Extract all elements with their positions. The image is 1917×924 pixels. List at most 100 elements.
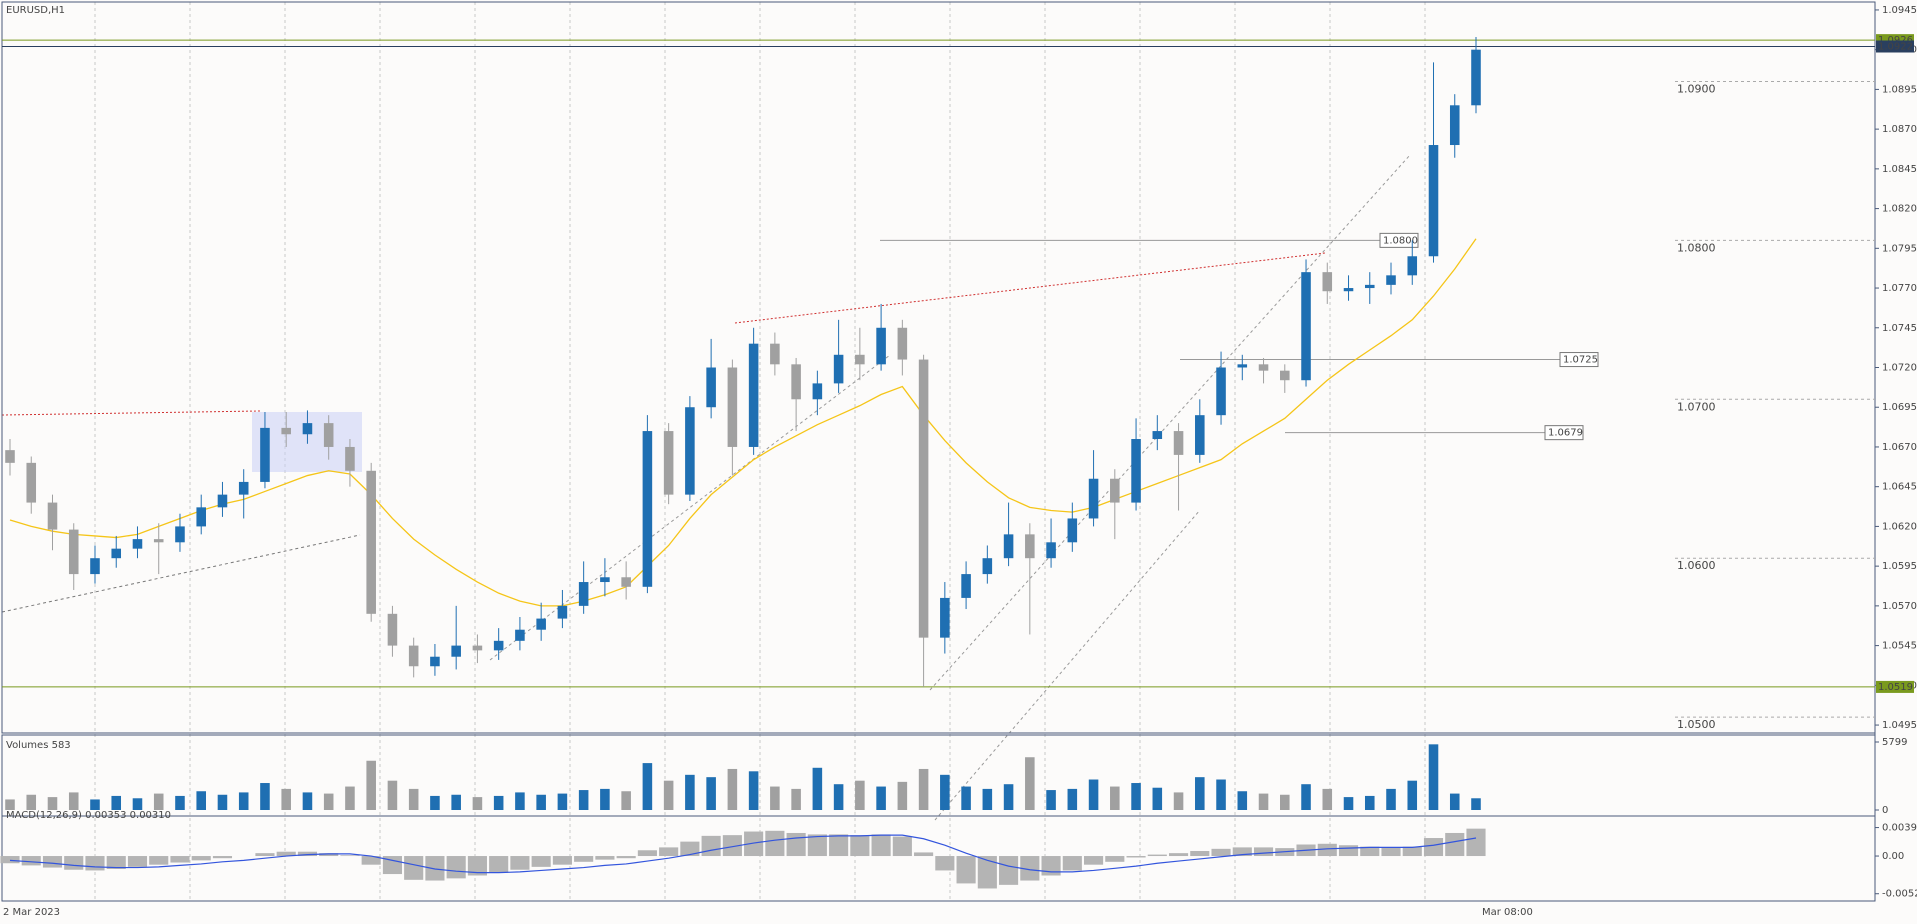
macd-bar (297, 851, 318, 857)
candle-body (940, 597, 950, 638)
level-tag-label: 1.0922 (1878, 41, 1913, 52)
macd-bar (552, 856, 572, 865)
macd-bar (680, 841, 700, 857)
volume-bar (366, 760, 376, 810)
macd-bar (404, 856, 424, 880)
candle-body (1449, 105, 1460, 146)
candle-body (1343, 288, 1354, 292)
candle-body (1025, 534, 1035, 559)
volume-bar (1428, 744, 1439, 810)
channel-line (934, 509, 1201, 821)
volume-bar (153, 793, 164, 810)
y-tick-label: 1.0770 (1882, 283, 1917, 294)
macd-bar (977, 856, 997, 889)
volume-bar (876, 786, 886, 810)
candle-body (855, 354, 865, 365)
y-tick-label: -0.00523 (1882, 889, 1917, 900)
candle-body (175, 526, 185, 543)
y-tick-label: 1.0495 (1882, 720, 1917, 731)
macd-bar (1168, 853, 1189, 857)
candle-body (1131, 439, 1141, 503)
candle-body (982, 558, 993, 575)
macd-bar (382, 856, 402, 875)
candle-body (1067, 518, 1078, 543)
candle-body (302, 423, 313, 435)
price-label-box (1559, 352, 1599, 368)
volume-bar (855, 780, 865, 810)
volume-bar (26, 794, 37, 810)
y-tick-label: 1.0795 (1882, 243, 1917, 254)
macd-bar (191, 856, 211, 861)
volume-bar (1216, 779, 1226, 810)
macd-bar (149, 856, 169, 865)
candle-body (536, 618, 546, 630)
candle-body (260, 427, 270, 482)
volume-bar (387, 780, 398, 810)
volume-bar (196, 791, 206, 810)
candle-body (1003, 534, 1014, 559)
macd-bar (722, 835, 742, 857)
volume-bar (1386, 788, 1396, 810)
candle-body (323, 423, 334, 447)
volume-bar (706, 777, 716, 810)
volume-bar (175, 795, 185, 810)
trend-line (1, 410, 261, 416)
macd-bar (1466, 828, 1486, 857)
volume-bar (663, 780, 674, 810)
macd-bar (659, 847, 679, 857)
volume-bar (1003, 784, 1014, 810)
level-tag-label: 1.0519 (1878, 682, 1913, 693)
candle-body (1216, 367, 1226, 416)
y-tick-label: 1.0745 (1882, 323, 1917, 334)
candle-body (812, 383, 823, 400)
round-level-label: 1.0900 (1677, 82, 1716, 95)
candle-body (1088, 478, 1099, 519)
volume-bar (1152, 787, 1163, 810)
macd-bar (616, 856, 636, 859)
macd-bar (850, 835, 870, 857)
candle-body (600, 577, 610, 583)
macd-bar (935, 856, 955, 871)
level-tag (1876, 680, 1914, 693)
macd-bar (1317, 843, 1337, 857)
candle-body (918, 359, 929, 638)
macd-bar (127, 856, 148, 867)
y-tick-label: 1.0670 (1882, 442, 1917, 453)
volume-bar (302, 792, 313, 810)
volume-bar (1173, 792, 1184, 810)
macd-bar (21, 856, 41, 866)
candle-body (748, 343, 759, 447)
macd-bar (829, 834, 849, 857)
candle-body (791, 364, 801, 400)
candle-body (90, 558, 100, 575)
y-tick-label: 0.00 (1882, 851, 1904, 862)
candle-body (961, 574, 971, 598)
macd-bar (1423, 838, 1444, 857)
volume-bar (1258, 793, 1269, 810)
y-tick-label: 1.0645 (1882, 482, 1917, 493)
round-level-label: 1.0600 (1677, 559, 1716, 572)
y-tick-label: 5799 (1882, 737, 1907, 748)
panel-title: Volumes 583 (6, 740, 71, 751)
volume-bar (918, 768, 929, 810)
macd-bar (212, 856, 233, 859)
macd-bar (85, 856, 105, 871)
candle-body (408, 645, 419, 667)
y-tick-label: 1.0570 (1882, 601, 1917, 612)
price-label: 1.0800 (1383, 235, 1418, 246)
volume-bar (345, 786, 355, 810)
volume-bar (600, 788, 610, 810)
volume-bar (1280, 794, 1290, 810)
y-tick-label: 1.0545 (1882, 641, 1917, 652)
price-label: 1.0725 (1563, 355, 1598, 366)
macd-bar (1381, 847, 1401, 857)
volume-bar (1195, 777, 1205, 810)
candle-body (68, 529, 79, 575)
price-label: 1.0679 (1548, 428, 1583, 439)
candle-body (897, 327, 908, 360)
macd-bar (489, 856, 509, 873)
macd-bar (510, 856, 530, 870)
round-level-label: 1.0500 (1677, 718, 1716, 731)
trend-line (1, 534, 361, 613)
macd-bar (1084, 856, 1104, 865)
